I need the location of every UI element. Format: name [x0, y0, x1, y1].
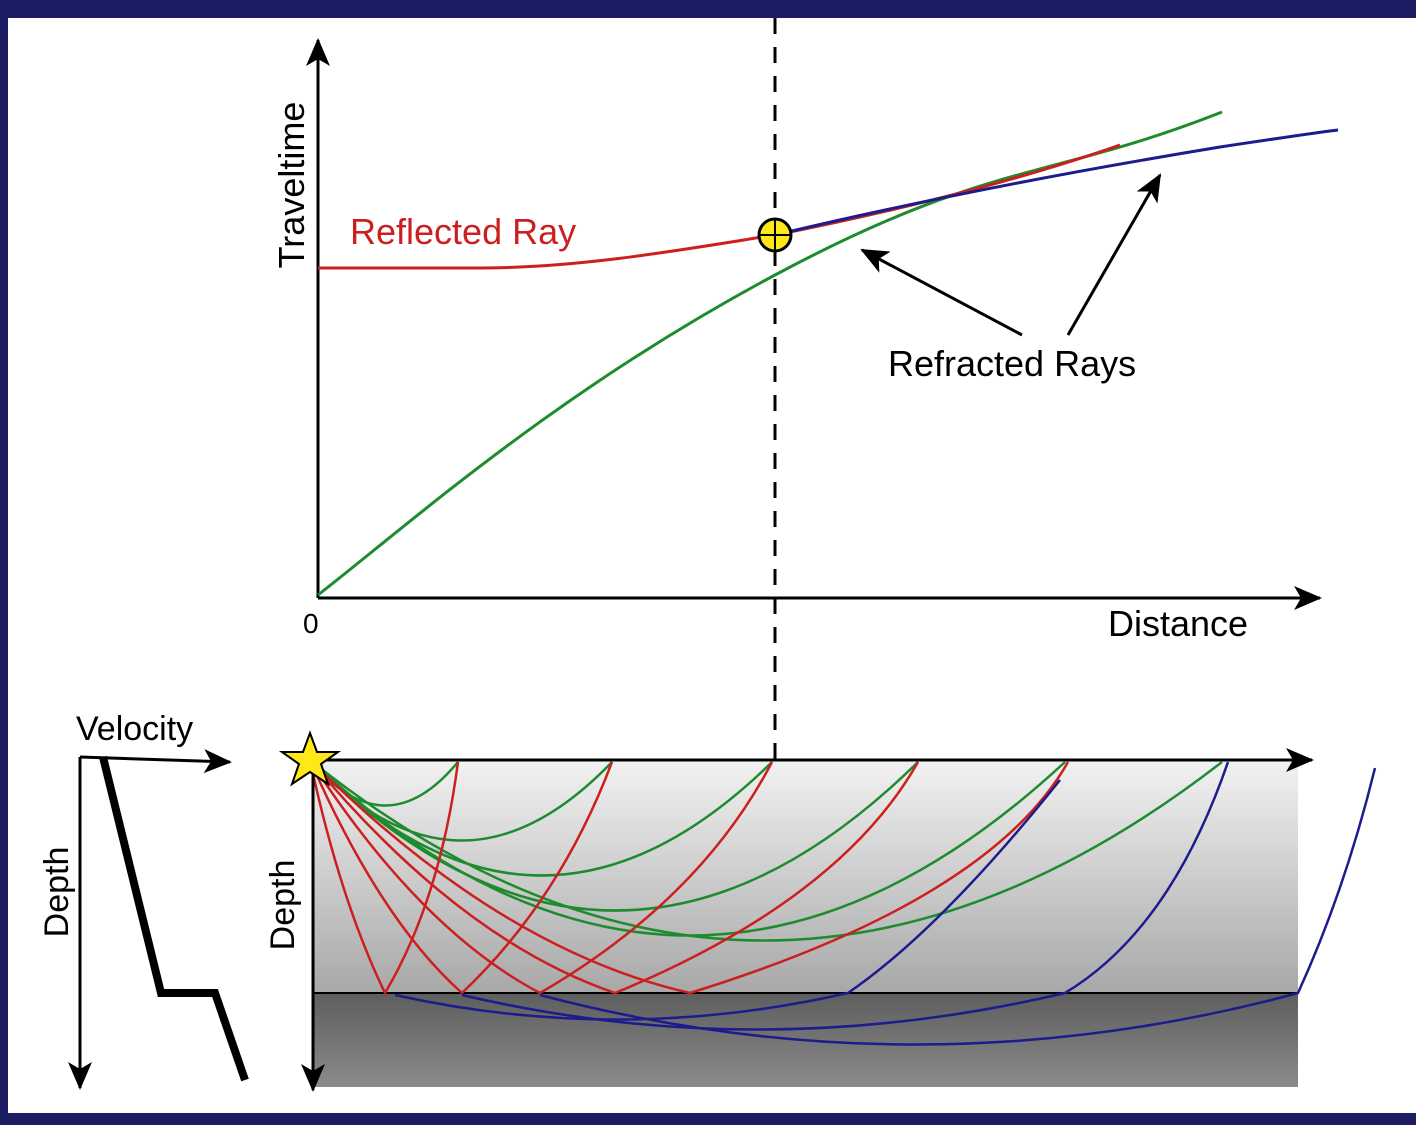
origin-label: 0: [303, 608, 319, 639]
y-axis-label: Traveltime: [271, 102, 312, 269]
upper-layer: [313, 760, 1298, 993]
annotation: Reflected Ray: [350, 211, 576, 252]
depth-label: Depth: [38, 847, 76, 938]
x-axis-label: Distance: [1108, 603, 1248, 644]
velocity-label: Velocity: [76, 710, 193, 748]
annotation: Refracted Rays: [888, 343, 1136, 384]
diagram: Traveltime Distance 0 Reflected Ray Refr…: [0, 0, 1416, 1125]
page: Traveltime Distance 0 Reflected Ray Refr…: [0, 0, 1416, 1125]
model-depth-label: Depth: [264, 860, 302, 951]
